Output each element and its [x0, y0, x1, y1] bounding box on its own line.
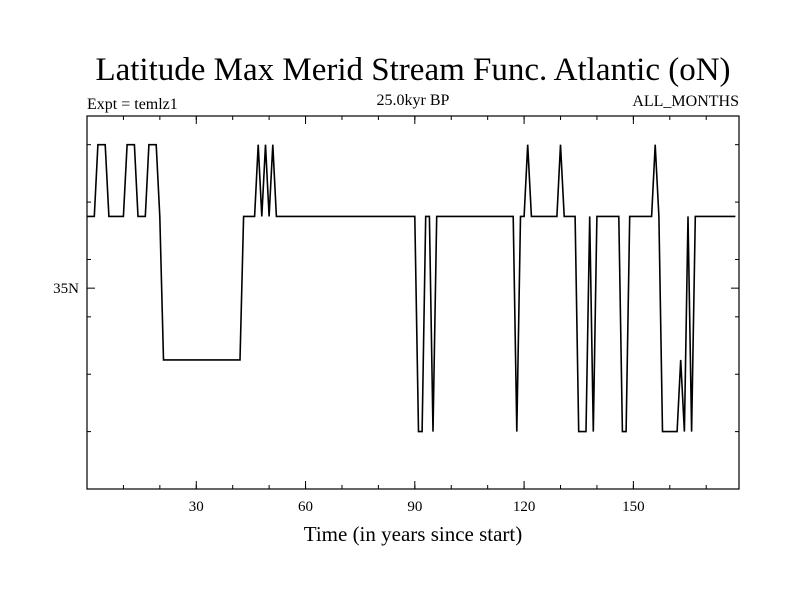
- x-tick-label: 90: [407, 499, 422, 515]
- chart-title: Latitude Max Merid Stream Func. Atlantic…: [95, 52, 730, 88]
- plot-frame: [86, 115, 740, 490]
- axis-tick-labels: 30 60 90 120 150 35N: [53, 281, 644, 515]
- x-tick-label: 120: [513, 499, 536, 515]
- x-tick-label: 150: [622, 499, 645, 515]
- y-tick-label: 35N: [53, 281, 79, 297]
- x-tick-label: 30: [189, 499, 204, 515]
- experiment-label: Expt = temlz1: [87, 96, 178, 113]
- series-line: [87, 143, 736, 433]
- axis-ticks: [87, 116, 739, 489]
- x-tick-label: 60: [298, 499, 313, 515]
- months-label: ALL_MONTHS: [632, 93, 739, 110]
- period-label: 25.0kyr BP: [377, 92, 450, 109]
- x-axis-label: Time (in years since start): [304, 522, 523, 546]
